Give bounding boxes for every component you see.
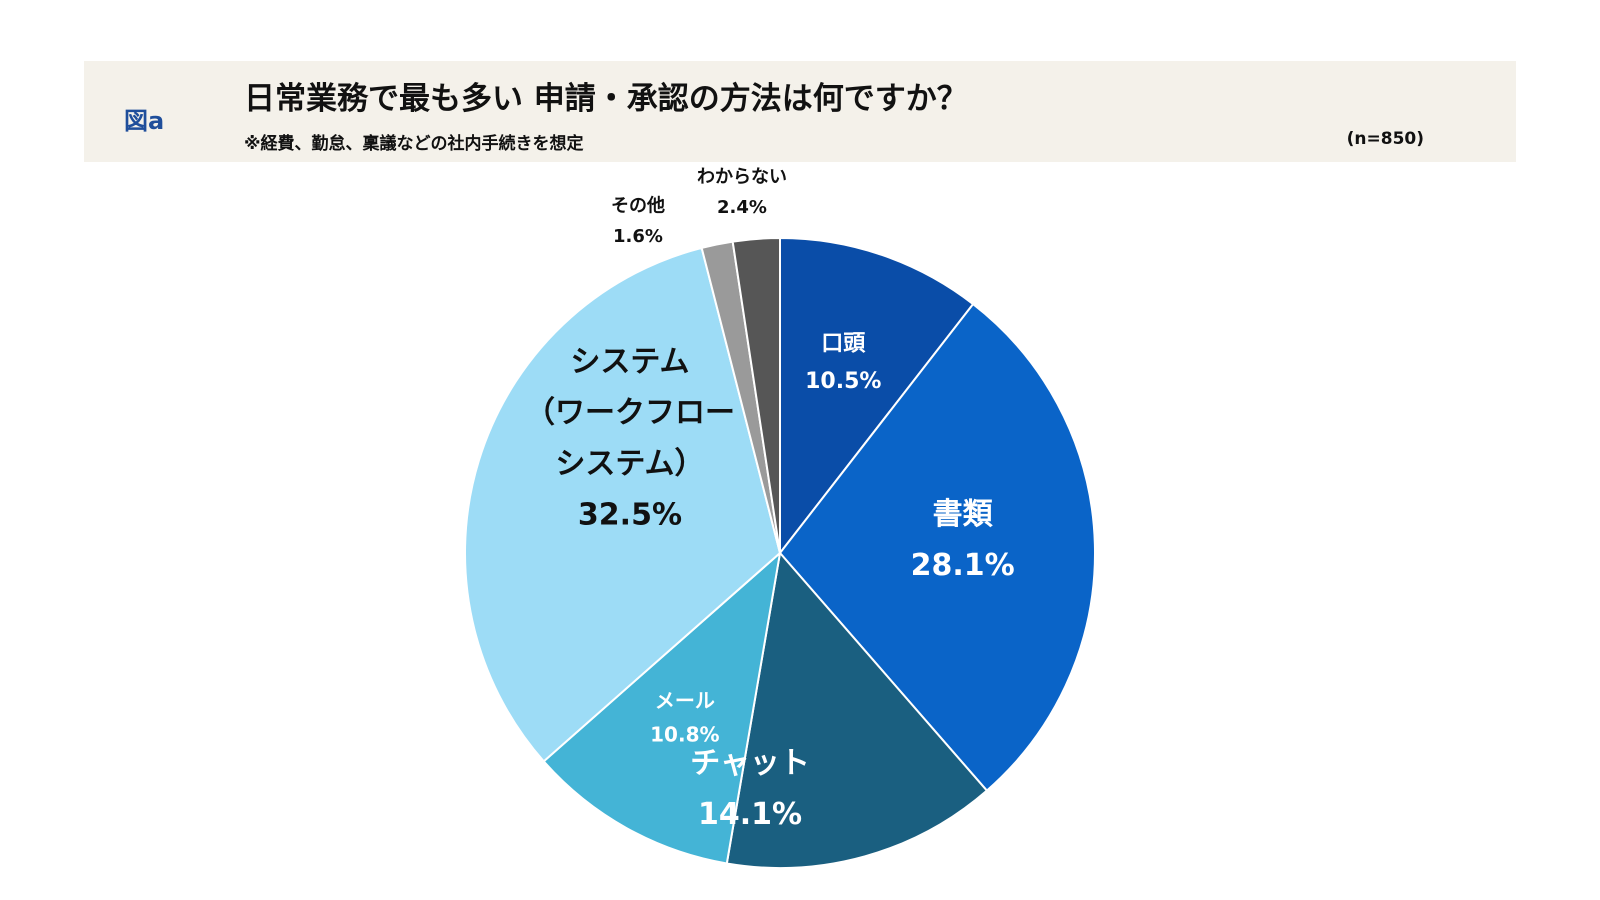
slice-label-5-line-1: システム xyxy=(570,344,689,379)
slice-value-7: 2.4% xyxy=(717,197,767,218)
chart-header: 図a 日常業務で最も多い 申請・承認の方法は何ですか？ ※経費、勤怠、稟議などの… xyxy=(84,61,1516,162)
slice-value-3: 14.1% xyxy=(698,797,802,832)
slice-label-5-line-3: システム） xyxy=(555,446,704,481)
pie-slice-5 xyxy=(464,246,782,763)
slice-value-1: 10.5% xyxy=(805,369,881,394)
slice-label-6: その他 xyxy=(611,195,665,217)
slice-value-4: 10.8% xyxy=(650,723,719,747)
slice-value-2: 28.1% xyxy=(911,548,1015,583)
slice-value-5: 32.5% xyxy=(578,497,682,532)
pie-slice-4 xyxy=(542,550,782,865)
sample-size-label: (n=850) xyxy=(1346,129,1424,149)
slice-label-4: メール xyxy=(655,689,715,713)
pie-slice-7 xyxy=(731,236,781,554)
slice-label-7: わからない xyxy=(697,167,787,188)
pie-slice-2 xyxy=(778,302,1096,793)
chart-title: 日常業務で最も多い 申請・承認の方法は何ですか？ xyxy=(244,81,968,117)
pie-slice-1 xyxy=(779,236,975,556)
slice-label-1: 口頭 xyxy=(821,332,866,357)
pie-slice-3 xyxy=(725,550,989,869)
slice-value-6: 1.6% xyxy=(613,226,663,247)
slice-label-5-line-2: （ワークフロー xyxy=(525,395,735,430)
figure-label: 図a xyxy=(124,107,165,135)
slice-label-2: 書類 xyxy=(933,497,994,532)
chart-subtitle: ※経費、勤怠、稟議などの社内手続きを想定 xyxy=(244,134,584,154)
slice-label-3: チャット xyxy=(690,746,810,781)
